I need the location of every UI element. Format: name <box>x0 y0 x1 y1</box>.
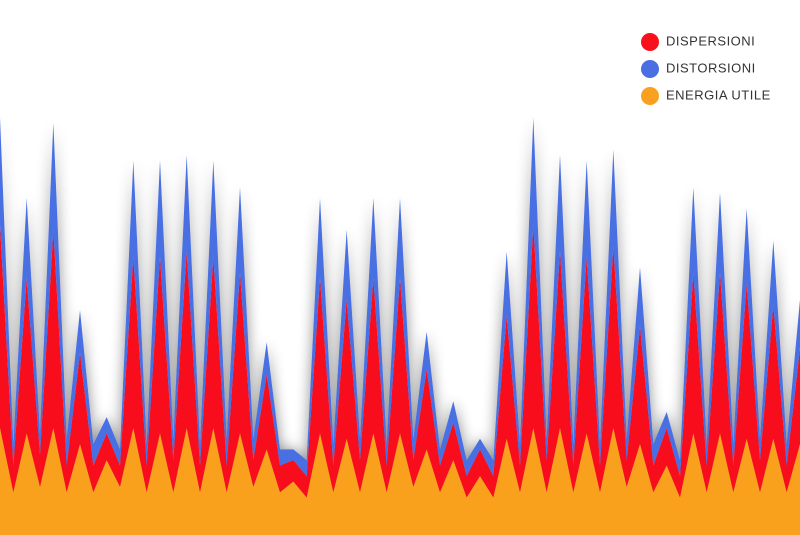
legend-label: DISTORSIONI <box>666 60 756 75</box>
legend-label: ENERGIA UTILE <box>666 87 771 102</box>
areas <box>0 117 800 535</box>
legend-swatch <box>641 60 659 78</box>
area <box>0 428 800 535</box>
legend-swatch <box>641 33 659 51</box>
legend-label: DISPERSIONI <box>666 33 755 48</box>
area <box>0 117 800 477</box>
legend: DISPERSIONI DISTORSIONI ENERGIA UTILE <box>641 33 771 105</box>
area <box>0 224 800 498</box>
legend-swatch <box>641 87 659 105</box>
